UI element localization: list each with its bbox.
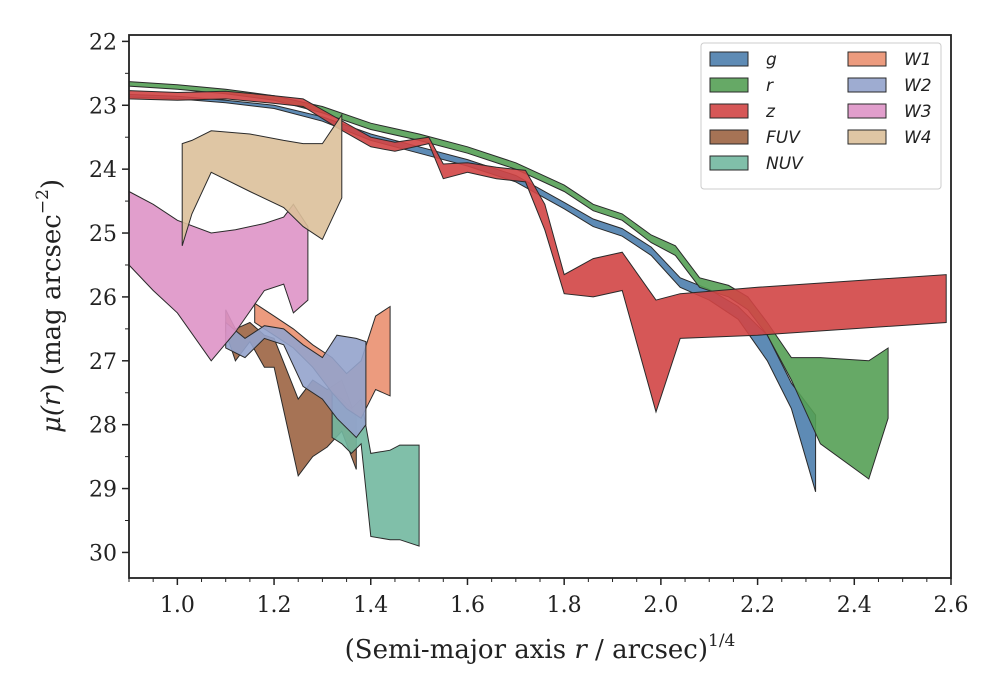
legend-swatch-W2 — [847, 77, 887, 93]
y-axis: 22 23 24 25 26 27 28 29 30 — [89, 30, 129, 566]
y-tick-label: 30 — [89, 541, 117, 566]
x-tick-label: 2.2 — [740, 593, 775, 618]
x-axis-label: (Semi-major axis r / arcsec)1/4 — [345, 631, 736, 665]
x-tick-label: 1.6 — [450, 593, 485, 618]
y-tick-label: 29 — [89, 478, 117, 503]
legend-label-NUV: NUV — [766, 154, 804, 174]
band-W2 — [225, 321, 367, 439]
legend-swatch-W4 — [847, 129, 887, 145]
y-tick-label: 22 — [89, 30, 117, 55]
x-tick-label: 1.4 — [353, 593, 388, 618]
x-tick-label: 2.0 — [643, 593, 678, 618]
y-tick-label: 26 — [89, 286, 117, 311]
band-z — [128, 90, 947, 414]
legend-label-W4: W4 — [904, 128, 932, 148]
band-W4 — [181, 113, 343, 246]
legend-label-z: z — [765, 102, 776, 122]
legend-swatch-r — [709, 77, 749, 93]
y-axis-label: μ(r) (mag arcsec−2) — [33, 179, 67, 433]
legend-swatch-g — [709, 51, 749, 67]
x-axis: 1.0 1.2 1.4 1.6 1.8 2.0 2.2 2.4 2.6 — [128, 578, 969, 618]
x-tick-label: 1.2 — [257, 593, 292, 618]
y-tick-label: 27 — [89, 350, 117, 375]
legend-swatch-FUV — [709, 129, 749, 145]
x-tick-label: 2.4 — [837, 593, 872, 618]
legend-swatch-z — [709, 103, 749, 119]
y-tick-label: 24 — [89, 158, 117, 183]
y-tick-label: 23 — [89, 94, 117, 119]
legend: grz FUV NUV W1 W2 W3 W4 — [700, 42, 942, 190]
legend-swatch-W3 — [847, 103, 887, 119]
y-tick-label: 25 — [89, 222, 117, 247]
legend-swatch-W1 — [847, 51, 887, 67]
x-tick-label: 1.0 — [160, 593, 195, 618]
band-W3 — [128, 190, 309, 362]
legend-label-FUV: FUV — [766, 128, 801, 148]
legend-label-W3: W3 — [904, 102, 932, 122]
legend-label-g: g — [766, 50, 777, 70]
band-r — [128, 81, 889, 480]
series-layer — [128, 81, 947, 547]
legend-label-r: r — [766, 76, 774, 96]
legend-swatch-NUV — [709, 155, 749, 171]
legend-label-W2: W2 — [904, 76, 932, 96]
legend-label-W1: W1 — [904, 50, 932, 70]
x-tick-label: 1.8 — [547, 593, 582, 618]
x-tick-label: 2.6 — [934, 593, 969, 618]
y-tick-label: 28 — [89, 414, 117, 439]
